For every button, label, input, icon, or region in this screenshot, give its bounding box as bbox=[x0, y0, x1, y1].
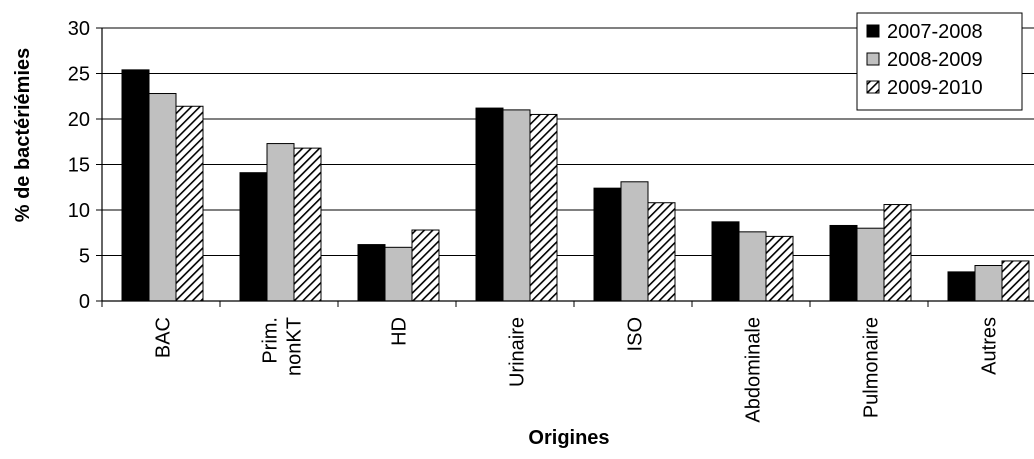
axes bbox=[96, 27, 1034, 307]
bar-2008-2009 bbox=[266, 143, 295, 302]
y-tick-label: 0 bbox=[79, 291, 90, 313]
category-label: Prim. nonKT bbox=[260, 317, 306, 376]
y-tick-label: 10 bbox=[68, 200, 90, 222]
category-label: HD bbox=[389, 317, 411, 346]
legend: 2007-2008 2008-2009 2009-2010 bbox=[856, 12, 1023, 111]
bar-2007-2008 bbox=[475, 107, 504, 302]
category-label: Autres bbox=[979, 317, 1001, 375]
legend-swatch bbox=[866, 80, 880, 94]
y-tick-label: 5 bbox=[79, 246, 90, 268]
bar-2008-2009 bbox=[856, 227, 885, 302]
bar-2007-2008 bbox=[239, 172, 268, 302]
bar-2009-2010 bbox=[411, 229, 440, 302]
bar-2008-2009 bbox=[384, 246, 413, 302]
bar-2009-2010 bbox=[293, 147, 322, 302]
bar-2007-2008 bbox=[711, 221, 740, 302]
bar-2007-2008 bbox=[593, 187, 622, 302]
bars bbox=[121, 69, 1030, 302]
legend-swatch bbox=[866, 24, 880, 38]
category-label: Pulmonaire bbox=[861, 317, 883, 418]
bar-2007-2008 bbox=[829, 224, 858, 302]
category-label: BAC bbox=[153, 317, 175, 358]
y-tick-label: 20 bbox=[68, 109, 90, 131]
bar-2008-2009 bbox=[974, 265, 1003, 302]
bar-2009-2010 bbox=[1001, 260, 1030, 302]
bar-2007-2008 bbox=[121, 69, 150, 302]
y-axis-title: % de bactériémies bbox=[12, 48, 34, 223]
legend-swatch bbox=[866, 52, 880, 66]
bar-2008-2009 bbox=[738, 231, 767, 302]
legend-label: 2007-2008 bbox=[887, 21, 983, 43]
bar-2008-2009 bbox=[148, 93, 177, 302]
bar-2009-2010 bbox=[765, 235, 794, 302]
y-tick-label: 15 bbox=[68, 155, 90, 177]
legend-label: 2009-2010 bbox=[887, 77, 983, 99]
category-labels: BAC Prim. nonKT HD Urinaire ISO Abdominale Pulm… bbox=[153, 317, 1001, 423]
bar-2009-2010 bbox=[175, 105, 204, 302]
category-label: Abdominale bbox=[743, 317, 765, 423]
category-label: ISO bbox=[625, 317, 647, 351]
bar-2008-2009 bbox=[502, 109, 531, 302]
y-tick-labels: 0 5 10 15 20 25 30 bbox=[68, 18, 90, 313]
bar-2009-2010 bbox=[529, 113, 558, 302]
x-axis-title: Origines bbox=[528, 427, 609, 449]
bar-2007-2008 bbox=[357, 244, 386, 302]
bar-2007-2008 bbox=[947, 271, 976, 302]
bar-2008-2009 bbox=[620, 181, 649, 302]
y-tick-label: 30 bbox=[68, 18, 90, 40]
y-tick-label: 25 bbox=[68, 64, 90, 86]
category-label: Urinaire bbox=[507, 317, 529, 387]
legend-label: 2008-2009 bbox=[887, 49, 983, 71]
bar-2009-2010 bbox=[647, 202, 676, 302]
legend-box bbox=[856, 12, 1023, 111]
bar-2009-2010 bbox=[883, 204, 912, 302]
